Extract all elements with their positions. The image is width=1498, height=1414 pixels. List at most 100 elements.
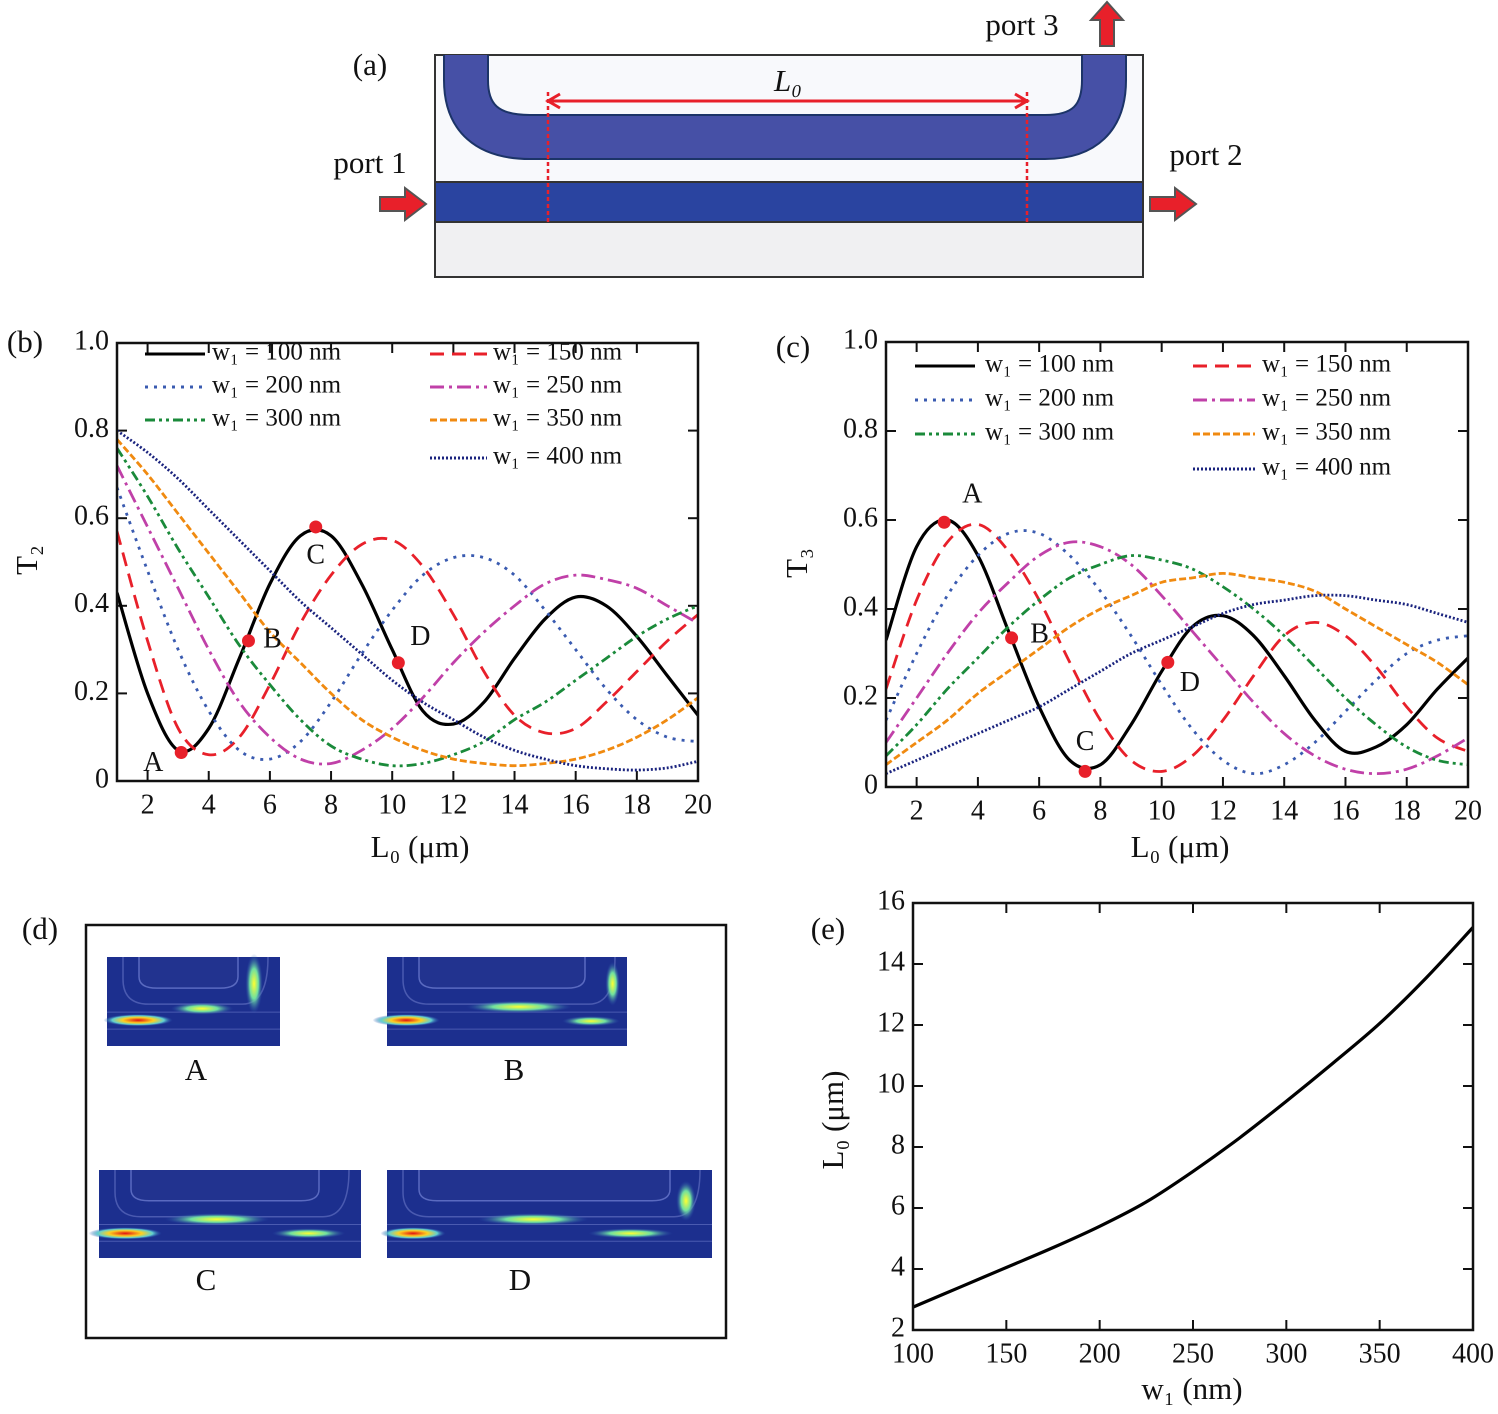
y-tick-label: 4 xyxy=(891,1251,905,1282)
point-label: B xyxy=(263,623,282,654)
marker-point xyxy=(1005,631,1019,645)
port-arrow xyxy=(379,185,428,223)
data-line xyxy=(913,926,1473,1309)
x-tick-label: 14 xyxy=(1270,795,1298,826)
field-glow xyxy=(372,1014,440,1027)
y-tick-label: 6 xyxy=(891,1190,905,1221)
panel-label: (a) xyxy=(353,47,387,82)
point-label: D xyxy=(410,621,430,652)
y-tick-label: 0.6 xyxy=(74,501,109,532)
legend-label: w₁ = 250 nm xyxy=(493,372,623,399)
x-tick-label: 20 xyxy=(1454,795,1482,826)
x-tick-label: 2 xyxy=(910,795,924,826)
x-tick-label: 6 xyxy=(1032,795,1046,826)
field-map xyxy=(380,1169,712,1258)
port-label: port 1 xyxy=(333,145,406,180)
field-caption: B xyxy=(504,1052,525,1087)
field-caption: A xyxy=(185,1052,208,1087)
field-glow xyxy=(478,1213,589,1226)
substrate xyxy=(436,222,1142,276)
field-glow xyxy=(588,1228,673,1239)
y-tick-label: 0 xyxy=(95,763,109,794)
y-tick-label: 0.8 xyxy=(843,413,878,444)
field-glow xyxy=(380,1227,446,1240)
x-tick-label: 16 xyxy=(562,789,590,820)
field-glow xyxy=(605,961,620,1006)
point-label: B xyxy=(1030,618,1049,649)
field-glow xyxy=(271,1228,346,1239)
legend-label: w₁ = 300 nm xyxy=(985,419,1115,446)
field-glow xyxy=(103,1014,173,1027)
field-glow xyxy=(676,1180,696,1221)
marker-point xyxy=(937,515,951,529)
bus-waveguide xyxy=(434,181,1144,223)
field-notch xyxy=(418,1170,671,1202)
data-line xyxy=(117,447,698,768)
x-tick-label: 250 xyxy=(1172,1338,1214,1369)
field-glow xyxy=(88,1227,162,1240)
legend-label: w₁ = 200 nm xyxy=(212,372,342,399)
y-axis-label: T₂ xyxy=(9,545,44,575)
x-tick-label: 200 xyxy=(1079,1338,1121,1369)
field-glow xyxy=(562,1016,620,1027)
point-label: D xyxy=(1180,667,1200,698)
field-caption: D xyxy=(509,1262,531,1297)
data-line xyxy=(886,593,1468,775)
field-maps: (d) A B C D xyxy=(22,911,728,1340)
marker-point xyxy=(1078,764,1092,778)
panel-label: (e) xyxy=(811,911,845,946)
y-tick-label: 14 xyxy=(877,946,905,977)
data-line xyxy=(117,487,698,761)
port-arrow xyxy=(1088,0,1126,47)
data-line xyxy=(117,429,698,772)
y-tick-label: 0.2 xyxy=(74,676,109,707)
x-tick-label: 2 xyxy=(141,789,155,820)
x-tick-label: 12 xyxy=(439,789,467,820)
marker-point xyxy=(241,634,255,648)
point-label: A xyxy=(143,747,164,778)
field-glow xyxy=(164,1213,270,1226)
data-line xyxy=(886,522,1468,773)
data-line xyxy=(117,438,698,768)
y-tick-label: 0 xyxy=(864,769,878,800)
x-tick-label: 18 xyxy=(623,789,651,820)
y-tick-label: 8 xyxy=(891,1129,905,1160)
panel-label: (c) xyxy=(776,329,810,364)
x-axis-label: L₀ (μm) xyxy=(1131,829,1230,864)
length-label: L₀ xyxy=(773,63,802,98)
field-glow xyxy=(245,953,263,1014)
data-line xyxy=(117,530,698,757)
x-tick-label: 300 xyxy=(1265,1338,1307,1369)
legend-label: w₁ = 400 nm xyxy=(1262,454,1392,481)
panel-label: (d) xyxy=(22,911,58,946)
x-tick-label: 16 xyxy=(1331,795,1359,826)
x-tick-label: 150 xyxy=(985,1338,1027,1369)
y-tick-label: 1.0 xyxy=(74,325,109,356)
legend-label: w₁ = 200 nm xyxy=(985,385,1115,412)
x-tick-label: 400 xyxy=(1452,1338,1494,1369)
legend-label: w₁ = 400 nm xyxy=(493,443,623,470)
legend-label: w₁ = 350 nm xyxy=(1262,419,1392,446)
y-tick-label: 0.4 xyxy=(843,591,878,622)
diagram: (a) L₀ port 1 port 2 port 3 xyxy=(333,0,1243,278)
port-label: port 2 xyxy=(1169,137,1242,172)
plot-frame xyxy=(884,340,1470,789)
y-tick-label: 2 xyxy=(891,1312,905,1343)
y-axis-label: L₀ (μm) xyxy=(815,1071,850,1170)
point-label: C xyxy=(306,539,325,570)
x-tick-label: 350 xyxy=(1359,1338,1401,1369)
y-tick-label: 0.4 xyxy=(74,588,109,619)
x-tick-label: 10 xyxy=(1148,795,1176,826)
legend-label: w₁ = 100 nm xyxy=(985,351,1115,378)
data-line xyxy=(886,554,1468,767)
point-label: A xyxy=(962,479,983,510)
marker-point xyxy=(174,746,188,760)
y-tick-label: 0.2 xyxy=(843,680,878,711)
data-line xyxy=(117,465,698,766)
field-notch xyxy=(418,957,586,989)
x-tick-label: 100 xyxy=(892,1338,934,1369)
field-glow xyxy=(466,1000,572,1013)
point-label: C xyxy=(1076,726,1095,757)
panel-label: (b) xyxy=(7,324,43,359)
